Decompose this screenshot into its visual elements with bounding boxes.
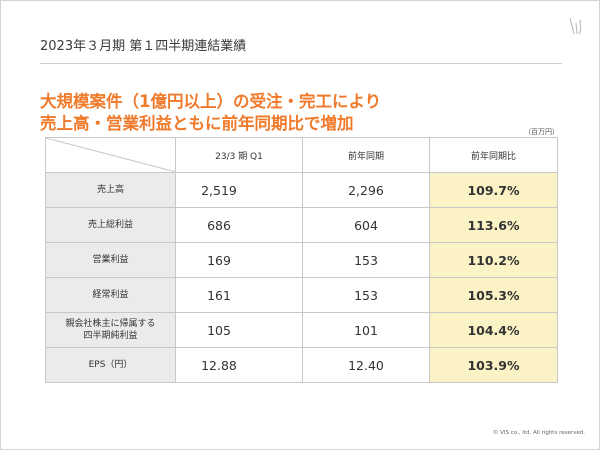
current-value: 12.88 bbox=[175, 347, 303, 383]
ratio-value: 105.3% bbox=[429, 277, 558, 313]
current-value: 2,519 bbox=[175, 172, 303, 208]
row-label-line-1: 親会社株主に帰属する bbox=[65, 319, 156, 329]
table-row: 売上総利益 686 604 113.6% bbox=[45, 207, 558, 243]
prior-value: 153 bbox=[302, 242, 430, 278]
prior-value: 101 bbox=[302, 312, 430, 348]
headline-line-2: 売上高・営業利益ともに前年同期比で増加 bbox=[40, 114, 354, 133]
diagonal-line bbox=[46, 138, 176, 172]
table-row: 経常利益 161 153 105.3% bbox=[45, 277, 558, 313]
row-label-line-2: 四半期純利益 bbox=[83, 331, 138, 341]
current-value: 161 bbox=[175, 277, 303, 313]
ratio-value: 109.7% bbox=[429, 172, 558, 208]
table-corner-cell bbox=[45, 137, 176, 173]
row-label: 売上高 bbox=[45, 172, 176, 208]
ratio-value: 104.4% bbox=[429, 312, 558, 348]
column-header-ratio: 前年同期比 bbox=[429, 137, 558, 173]
ratio-value: 103.9% bbox=[429, 347, 558, 383]
current-value: 105 bbox=[175, 312, 303, 348]
unit-label: （百万円） bbox=[524, 128, 559, 136]
prior-value: 2,296 bbox=[302, 172, 430, 208]
prior-value: 12.40 bbox=[302, 347, 430, 383]
prior-value: 153 bbox=[302, 277, 430, 313]
headline: 大規模案件（1億円以上）の受注・完工により 売上高・営業利益ともに前年同期比で増… bbox=[40, 91, 381, 135]
ratio-value: 110.2% bbox=[429, 242, 558, 278]
row-label: 親会社株主に帰属する 四半期純利益 bbox=[45, 312, 176, 348]
column-header-current: 23/3 期 Q1 bbox=[175, 137, 303, 173]
page-title: 2023年３月期 第１四半期連結業績 bbox=[40, 39, 247, 54]
row-label: 売上総利益 bbox=[45, 207, 176, 243]
vis-logo-icon bbox=[569, 17, 582, 35]
row-label: EPS（円） bbox=[45, 347, 176, 383]
row-label: 営業利益 bbox=[45, 242, 176, 278]
table-row: 営業利益 169 153 110.2% bbox=[45, 242, 558, 278]
table-row: 親会社株主に帰属する 四半期純利益 105 101 104.4% bbox=[45, 312, 558, 348]
row-label: 経常利益 bbox=[45, 277, 176, 313]
table-header-row: 23/3 期 Q1 前年同期 前年同期比 bbox=[45, 137, 558, 173]
header-divider bbox=[40, 63, 562, 64]
results-table: 23/3 期 Q1 前年同期 前年同期比 売上高 2,519 2,296 109… bbox=[45, 137, 558, 383]
column-header-prior: 前年同期 bbox=[302, 137, 430, 173]
copyright: © VIS co., ltd. All rights reserved. bbox=[492, 430, 585, 436]
table-row: 売上高 2,519 2,296 109.7% bbox=[45, 172, 558, 208]
headline-line-1: 大規模案件（1億円以上）の受注・完工により bbox=[40, 92, 382, 111]
ratio-value: 113.6% bbox=[429, 207, 558, 243]
table-row: EPS（円） 12.88 12.40 103.9% bbox=[45, 347, 558, 383]
current-value: 169 bbox=[175, 242, 303, 278]
current-value: 686 bbox=[175, 207, 303, 243]
prior-value: 604 bbox=[302, 207, 430, 243]
